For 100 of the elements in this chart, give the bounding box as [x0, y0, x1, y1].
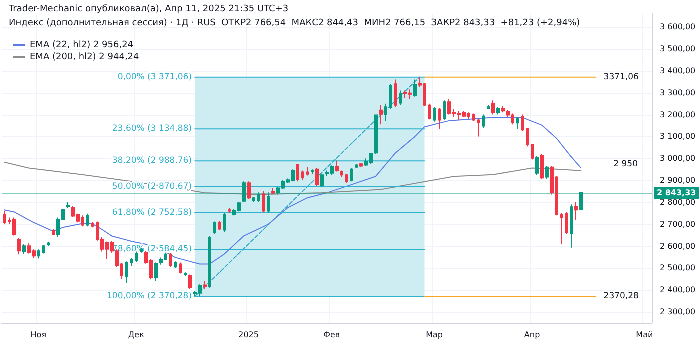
candlestick — [311, 169, 314, 174]
candlestick — [174, 261, 177, 269]
candlestick — [487, 104, 490, 110]
y-tick-label: 2 300,00 — [660, 308, 696, 317]
series-label: 0,00% (3 371,06) — [118, 72, 192, 82]
candlestick — [301, 170, 304, 182]
candlestick — [496, 106, 500, 116]
candlestick — [438, 108, 441, 130]
candlestick — [320, 173, 324, 188]
candlestick — [531, 144, 534, 160]
x-tick-label: Фев — [324, 330, 340, 340]
candlestick — [125, 261, 128, 284]
candlestick — [12, 217, 16, 236]
candlestick — [433, 106, 436, 122]
candlestick — [374, 114, 378, 155]
candlestick — [428, 103, 431, 120]
candlestick — [540, 154, 544, 180]
chart-title: Trader-Mechanic опубликовал(а), Апр 11, 2025 21:35 UTC+3 — [8, 4, 289, 14]
candlestick — [42, 244, 45, 254]
candlestick — [491, 100, 495, 116]
candlestick — [472, 113, 475, 122]
ref-line-label: 2 843,33 — [657, 188, 696, 198]
annotation: 2 950 — [614, 160, 638, 170]
y-tick-label: 2 600,00 — [660, 242, 696, 251]
y-tick-label: 3 200,00 — [660, 110, 696, 120]
x-tick-label: Дек — [128, 330, 145, 340]
candlestick — [350, 168, 353, 182]
candlestick — [37, 249, 40, 260]
candlestick — [159, 257, 163, 266]
candlestick — [399, 90, 402, 106]
y-tick-label: 2 900,00 — [660, 176, 696, 186]
x-tick-label: Май — [636, 330, 654, 340]
candlestick — [516, 116, 519, 130]
y-tick-label: 2 700,00 — [660, 220, 696, 229]
candlestick — [262, 191, 265, 213]
legend-label: EMA (200, hl2) 2 944,24 — [30, 52, 140, 62]
candlestick — [203, 280, 207, 290]
candlestick — [184, 272, 187, 278]
x-tick-label: Ноя — [30, 330, 47, 340]
candlestick — [340, 170, 343, 178]
candlestick — [247, 181, 251, 200]
candlestick — [218, 220, 221, 232]
candlestick — [384, 103, 387, 122]
x-tick-label: Апр — [524, 330, 540, 340]
candlestick — [443, 100, 446, 121]
candlestick — [315, 168, 319, 187]
candlestick — [86, 213, 89, 228]
y-tick-label: 2 800,00 — [660, 198, 696, 207]
candlestick — [169, 252, 172, 268]
candlestick — [47, 241, 50, 247]
y-tick-label: 3 100,00 — [660, 132, 696, 142]
legend-label: EMA (22, hl2) 2 956,24 — [30, 40, 134, 50]
candlestick — [570, 204, 573, 248]
candlestick — [379, 104, 383, 126]
candlestick — [66, 202, 70, 208]
candlestick — [17, 238, 21, 256]
y-tick-label: 2 400,00 — [660, 286, 696, 295]
series-label: 2370,28 — [604, 292, 639, 302]
candlestick — [394, 79, 397, 108]
candlestick — [526, 127, 529, 148]
candlestick — [3, 210, 6, 225]
series-label: 3371,06 — [604, 72, 639, 82]
candlestick — [296, 164, 299, 182]
candlestick — [130, 258, 133, 267]
candlestick — [213, 221, 216, 235]
candlestick — [477, 118, 480, 138]
candlestick — [179, 262, 182, 274]
candlestick — [501, 106, 505, 114]
candlestick — [574, 202, 578, 220]
candlestick — [389, 84, 392, 110]
y-tick-label: 3 400,00 — [660, 66, 696, 76]
candlestick — [154, 262, 158, 282]
candlestick — [560, 212, 563, 246]
candlestick — [482, 114, 485, 128]
candlestick — [135, 251, 138, 263]
candlestick — [91, 222, 94, 228]
candlestick — [335, 160, 339, 172]
line-series — [4, 117, 582, 265]
candlestick — [545, 166, 549, 180]
candlestick — [271, 188, 275, 195]
series-label: 23,60% (3 134,88) — [112, 124, 192, 134]
series-label: 38,20% (2 988,76) — [112, 156, 192, 166]
candlestick — [306, 166, 309, 176]
candlestick — [223, 212, 226, 233]
y-tick-label: 3 500,00 — [660, 44, 696, 54]
candlestick — [413, 79, 417, 98]
series-label: 61,80% (2 752,58) — [112, 208, 192, 218]
candlestick — [228, 207, 231, 214]
series-label: 100,00% (2 370,28) — [107, 292, 192, 302]
candlestick — [345, 173, 348, 184]
candlestick — [535, 156, 539, 176]
candlestick — [252, 196, 255, 203]
y-tick-label: 3 000,00 — [660, 154, 696, 164]
x-tick-label: Мар — [426, 330, 443, 340]
text: Индекс (дополнительная сессия) · 1Д · RUS ОТКР2 766,54 МАКС2 844,43 МИН2 766,15 ЗАКР2 843,33 +81,23 (+2,94%) — [9, 18, 580, 28]
candlestick — [355, 164, 358, 169]
candlestick — [22, 244, 26, 254]
candlestick — [188, 274, 192, 290]
candlestick — [208, 236, 211, 288]
x-tick-label: 2025 — [238, 330, 259, 340]
